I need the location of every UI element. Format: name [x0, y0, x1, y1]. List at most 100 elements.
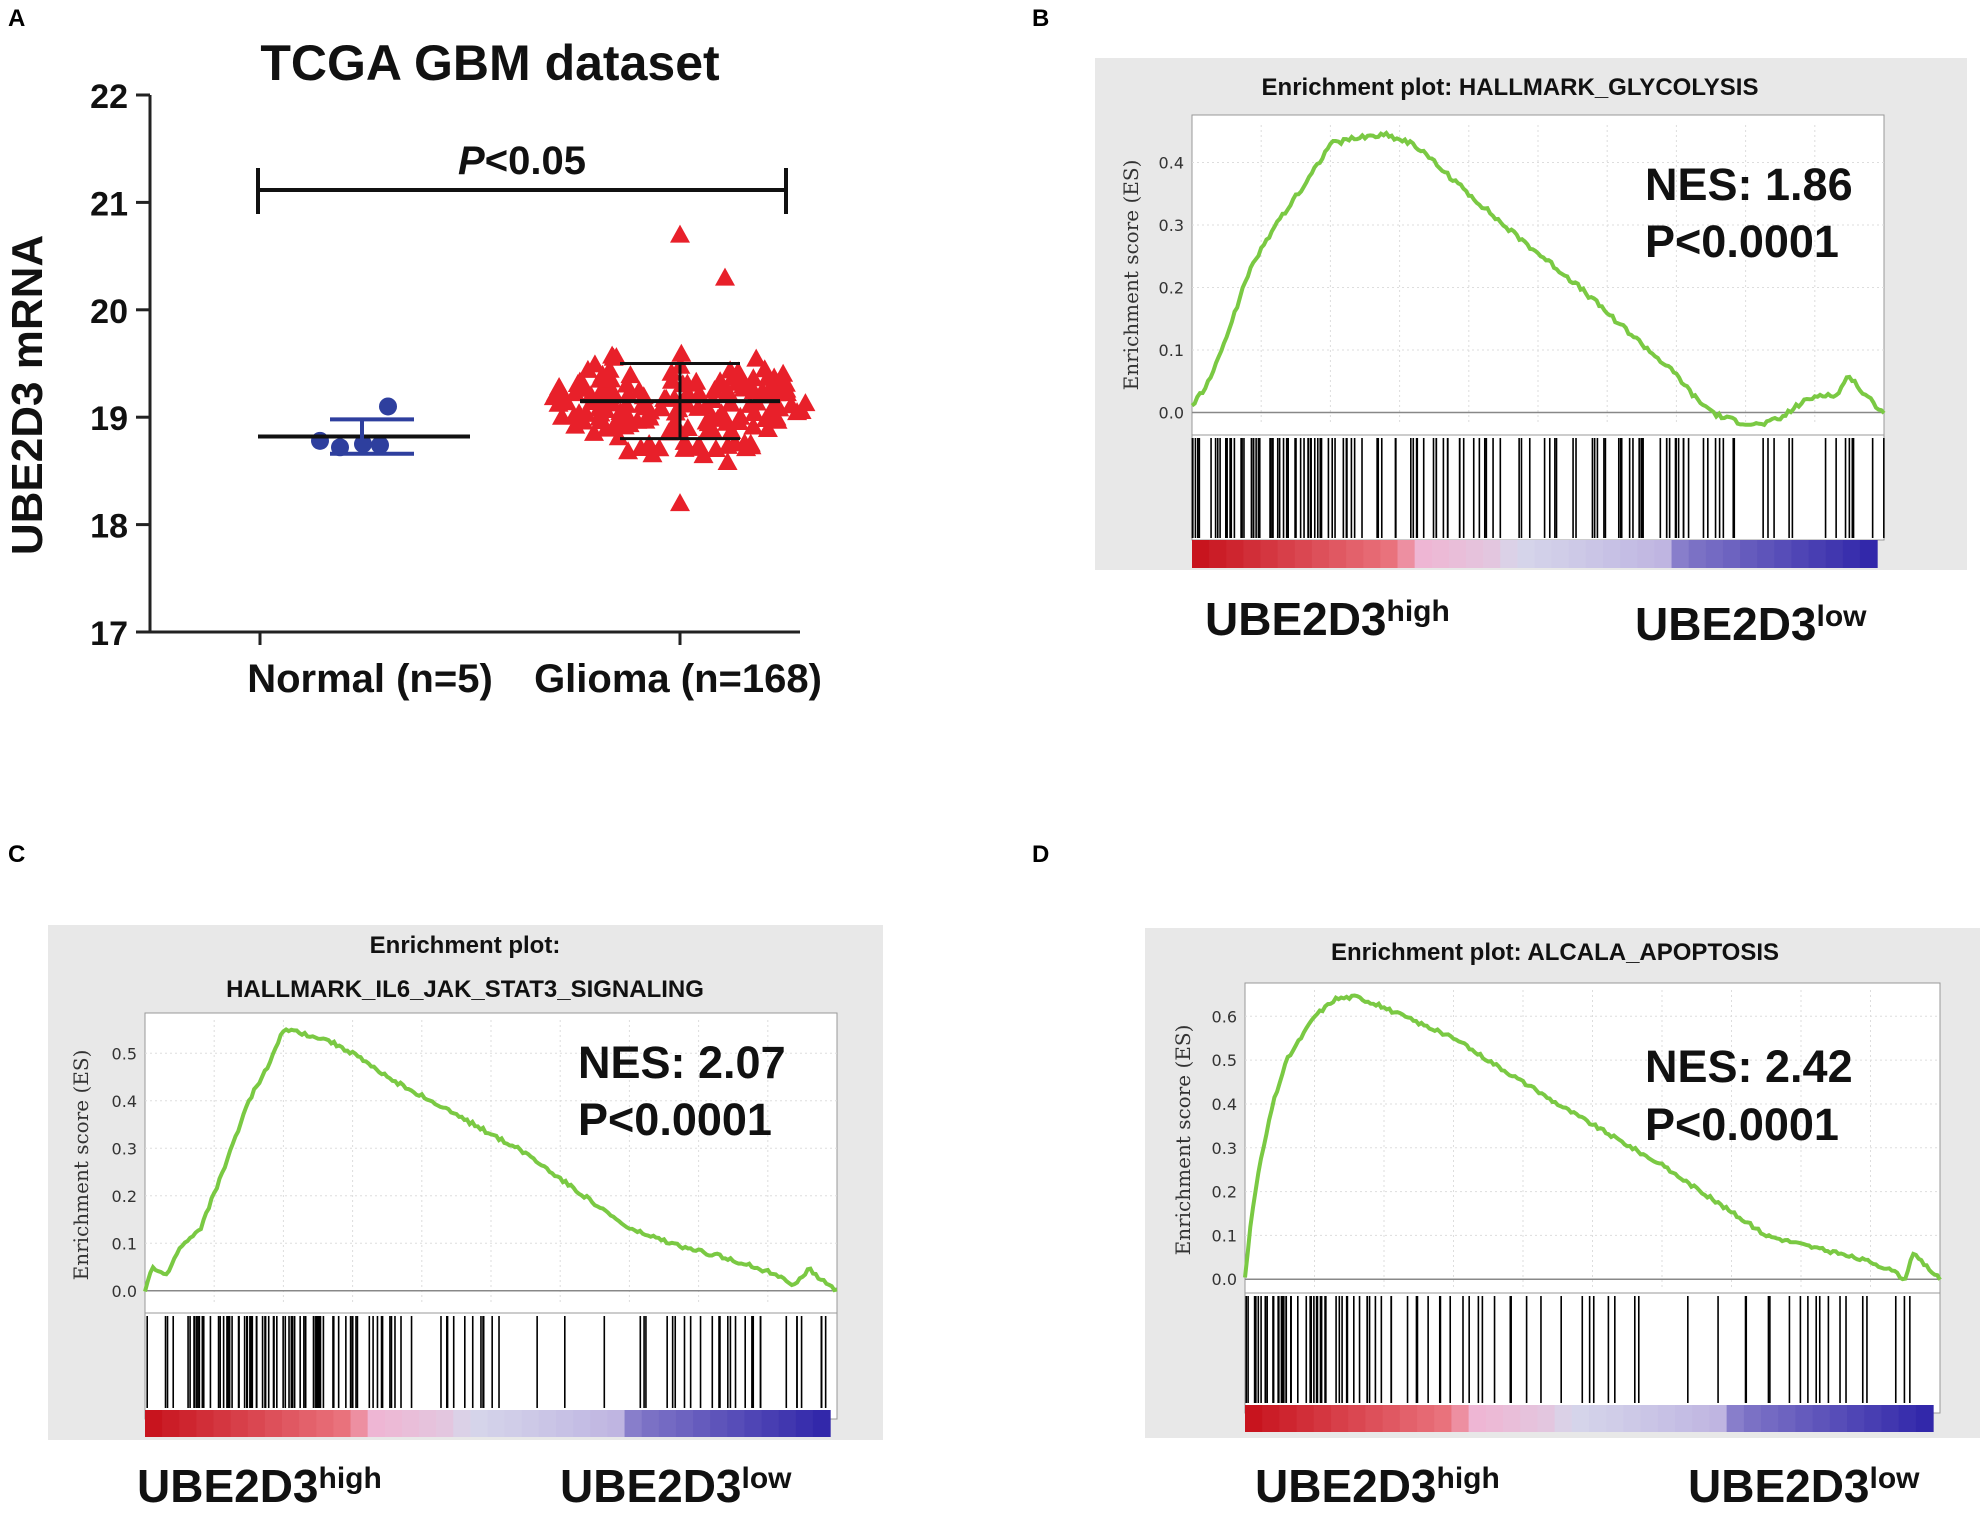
gsea-b-rank-segment — [1517, 540, 1536, 568]
gsea-c-rank-segment — [658, 1410, 677, 1437]
gsea-c-curve — [143, 1027, 838, 1293]
glioma-point — [696, 411, 717, 430]
gsea-b-hits — [1191, 438, 1885, 538]
gsea-c-rank-segment — [521, 1410, 540, 1437]
gsea-c-rank-segment — [350, 1410, 369, 1437]
gsea-b-curve — [1190, 130, 1886, 428]
gsea-d-phenotype-low: UBE2D3low — [1688, 1460, 1920, 1512]
gsea-d-hit-area — [1244, 1292, 1941, 1414]
gsea-b-ytick-label: 0.1 — [1159, 341, 1184, 360]
glioma-point — [670, 493, 690, 512]
gsea-b-rank-segment — [1209, 540, 1227, 568]
gsea-b-ytick-label: 0.4 — [1159, 154, 1184, 173]
gsea-c-rank-segment — [487, 1410, 506, 1437]
glioma-point — [602, 345, 623, 364]
gsea-c-rank-segment — [795, 1410, 814, 1437]
glioma-point — [591, 411, 612, 430]
gsea-b-rank-segment — [1500, 540, 1519, 568]
glioma-point — [661, 362, 682, 381]
phenotype-low-sup: low — [1870, 1462, 1921, 1495]
gsea-d-rank-segment — [1657, 1405, 1676, 1432]
gsea-d-rank-segment — [1245, 1405, 1263, 1432]
gsea-c-rank-segment — [230, 1410, 249, 1437]
chart-a-ytick-label: 17 — [90, 615, 128, 653]
gsea-b-rank-segment — [1448, 540, 1467, 568]
panel-b: B Enrichment plot: HALLMARK_GLYCOLYSIS E… — [1032, 5, 1967, 650]
gsea-d-rank-segment — [1640, 1405, 1659, 1432]
glioma-point — [715, 267, 735, 286]
chart-a-title: TCGA GBM dataset — [260, 35, 720, 91]
gsea-c-nes: NES: 2.07 — [578, 1037, 786, 1088]
gsea-d-rank-bar — [1245, 1405, 1934, 1432]
gsea-c-grid: 0.0 0.1 0.2 0.3 0.4 0.5 — [112, 1020, 837, 1305]
gsea-b-rank-segment — [1311, 540, 1330, 568]
chart-a-ytick-label: 21 — [90, 185, 128, 223]
gsea-d-rank-segment — [1537, 1405, 1556, 1432]
gsea-d-rank-segment — [1262, 1405, 1281, 1432]
gsea-b-rank-segment — [1380, 540, 1399, 568]
glioma-point — [642, 444, 663, 463]
sig-label-p: P — [458, 139, 485, 183]
glioma-point — [754, 359, 775, 378]
gsea-c-rank-segment — [179, 1410, 197, 1437]
gsea-d-ytick-label: 0.5 — [1212, 1051, 1237, 1070]
glioma-point — [619, 414, 640, 433]
phenotype-high-base: UBE2D3 — [137, 1460, 319, 1512]
gsea-b-rank-segment — [1551, 540, 1570, 568]
gsea-c-rank-segment — [145, 1410, 163, 1437]
gsea-d-rank-segment — [1726, 1405, 1745, 1432]
gsea-d-rank-segment — [1313, 1405, 1332, 1432]
glioma-point — [689, 383, 710, 402]
gsea-c-plot-area — [144, 1012, 838, 1314]
gsea-d-rank-segment — [1692, 1405, 1711, 1432]
phenotype-low-sup: low — [1817, 600, 1868, 633]
gsea-b-rank-segment — [1568, 540, 1587, 568]
gsea-c-rank-segment — [196, 1410, 215, 1437]
gsea-d-nes: NES: 2.42 — [1645, 1041, 1853, 1092]
gsea-b-rank-segment — [1294, 540, 1313, 568]
gsea-c-phenotype-high: UBE2D3high — [137, 1460, 382, 1512]
gsea-b-phenotype-low: UBE2D3low — [1635, 598, 1867, 650]
gsea-c-rank-segment — [778, 1410, 797, 1437]
sig-label: P<0.05 — [458, 139, 586, 183]
normal-point — [379, 397, 397, 416]
gsea-c-rank-segment — [213, 1410, 232, 1437]
gsea-d-rank-segment — [1503, 1405, 1521, 1432]
gsea-b-rank-segment — [1483, 540, 1501, 568]
gsea-c-rank-segment — [504, 1410, 523, 1437]
gsea-c-rank-segment — [316, 1410, 334, 1437]
glioma-point — [616, 374, 637, 393]
chart-a-ytick-label: 20 — [90, 293, 128, 331]
gsea-c-rank-segment — [401, 1410, 420, 1437]
gsea-c-rank-segment — [624, 1410, 643, 1437]
gsea-b-rank-segment — [1859, 540, 1878, 568]
gsea-d-rank-segment — [1623, 1405, 1642, 1432]
gsea-d-pvalue: P<0.0001 — [1645, 1099, 1839, 1150]
gsea-c-rank-segment — [744, 1410, 763, 1437]
phenotype-low-sup: low — [742, 1462, 793, 1495]
phenotype-high-sup: high — [1437, 1462, 1500, 1495]
phenotype-low-base: UBE2D3 — [1688, 1460, 1870, 1512]
gsea-b-rank-segment — [1825, 540, 1844, 568]
gsea-b-title: Enrichment plot: HALLMARK_GLYCOLYSIS — [1262, 74, 1759, 101]
gsea-d-rank-segment — [1399, 1405, 1418, 1432]
phenotype-high-sup: high — [1387, 595, 1450, 628]
glioma-point — [702, 390, 723, 409]
gsea-d-hits — [1245, 1296, 1911, 1403]
gsea-c-rank-segment — [556, 1410, 574, 1437]
gsea-c-rank-segment — [761, 1410, 780, 1437]
gsea-c-rank-segment — [436, 1410, 454, 1437]
gsea-d-rank-segment — [1915, 1405, 1934, 1432]
normal-point — [371, 436, 389, 455]
gsea-b-rank-segment — [1346, 540, 1364, 568]
gsea-b-nes: NES: 1.86 — [1645, 159, 1853, 210]
gsea-c-rank-segment — [573, 1410, 591, 1437]
glioma-point — [672, 374, 693, 393]
gsea-b-ylabel: Enrichment score (ES) — [1119, 160, 1143, 391]
mean-sd-bars — [258, 362, 780, 456]
glioma-point — [576, 403, 597, 422]
gsea-b-ytick-label: 0.0 — [1159, 404, 1184, 423]
glioma-point — [730, 406, 751, 425]
glioma-point — [769, 398, 790, 417]
gsea-b-rank-segment — [1260, 540, 1279, 568]
